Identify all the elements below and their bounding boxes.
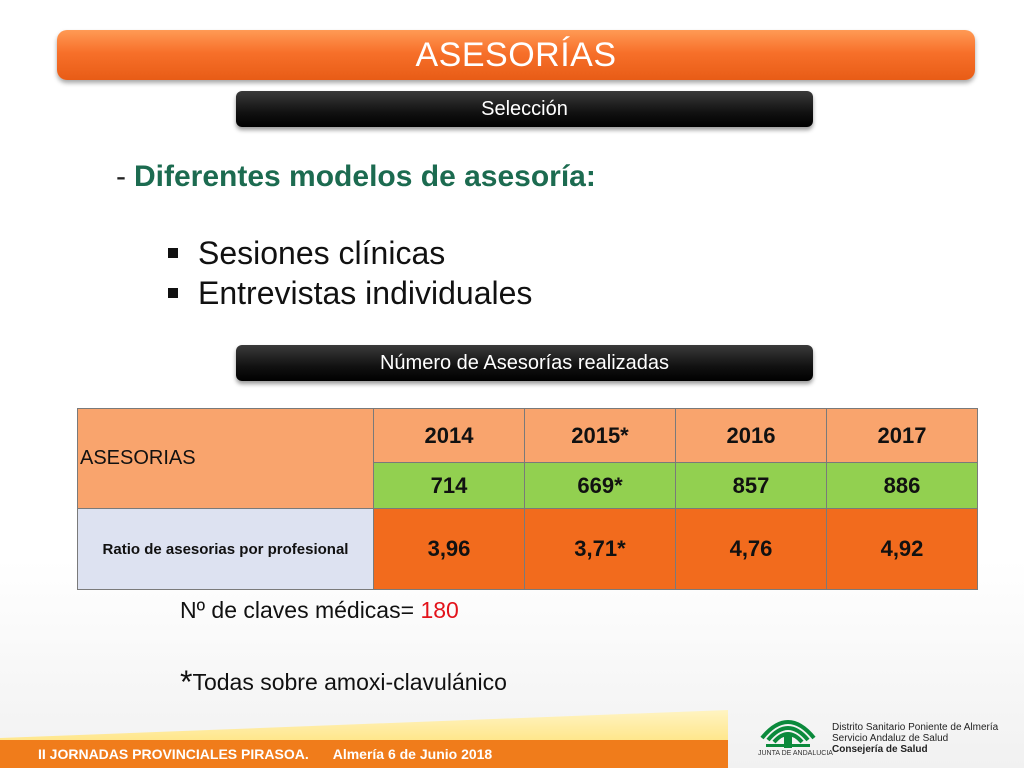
count-cell: 669* xyxy=(524,462,676,509)
section-label-numero-asesorias: Número de Asesorías realizadas xyxy=(236,345,813,381)
slide-title: ASESORÍAS xyxy=(57,30,975,80)
institution-logo: JUNTA DE ANDALUCIA Distrito Sanitario Po… xyxy=(748,706,1018,766)
list-item-text: Entrevistas individuales xyxy=(198,275,533,311)
list-item: Sesiones clínicas xyxy=(168,233,532,273)
footer-date: Almería 6 de Junio 2018 xyxy=(332,746,493,762)
logo-caption: JUNTA DE ANDALUCIA xyxy=(758,750,833,757)
medical-keys-note: Nº de claves médicas= 180 xyxy=(180,597,459,624)
note-label: Nº de claves médicas= xyxy=(180,597,415,623)
year-cell: 2016 xyxy=(675,408,827,463)
ratio-cell: 4,76 xyxy=(675,508,827,590)
heading-text: Diferentes modelos de asesoría: xyxy=(134,160,596,193)
heading-dash: - xyxy=(116,160,126,193)
asesorias-row-label: ASESORIAS xyxy=(77,408,374,509)
ratio-cell: 4,92 xyxy=(826,508,978,590)
table-row: 714 669* 857 886 xyxy=(78,462,978,509)
org-line: Consejería de Salud xyxy=(832,744,928,755)
footnote-text: Todas sobre amoxi-clavulánico xyxy=(192,669,507,695)
ratio-cell: 3,96 xyxy=(373,508,525,590)
year-cell: 2015* xyxy=(524,408,676,463)
table-row: Ratio de asesorias por profesional 3,96 … xyxy=(77,508,978,590)
models-heading: - Diferentes modelos de asesoría: xyxy=(116,160,596,194)
model-list: Sesiones clínicas Entrevistas individual… xyxy=(168,233,532,313)
count-cell: 857 xyxy=(675,462,827,509)
footer-bar: II JORNADAS PROVINCIALES PIRASOA. Almerí… xyxy=(0,740,728,768)
section-label-seleccion: Selección xyxy=(236,91,813,127)
footnote-star: * xyxy=(180,664,193,700)
square-bullet-icon xyxy=(168,287,178,298)
organization-name: Distrito Sanitario Poniente de Almería S… xyxy=(832,722,998,755)
org-line: Servicio Andaluz de Salud xyxy=(832,733,949,744)
list-item-text: Sesiones clínicas xyxy=(198,235,446,271)
footer-event: II JORNADAS PROVINCIALES PIRASOA. xyxy=(38,746,309,762)
list-item: Entrevistas individuales xyxy=(168,273,532,313)
note-value: 180 xyxy=(420,597,459,623)
table-row: ASESORIAS 2014 2015* 2016 2017 xyxy=(77,408,978,509)
count-cell: 714 xyxy=(373,462,525,509)
ratio-row-label: Ratio de asesorias por profesional xyxy=(77,508,374,590)
year-cell: 2014 xyxy=(373,408,525,463)
count-cell: 886 xyxy=(826,462,978,509)
asesorias-table: ASESORIAS 2014 2015* 2016 2017 714 669* … xyxy=(77,408,978,590)
org-line: Distrito Sanitario Poniente de Almería xyxy=(832,722,999,733)
year-cell: 2017 xyxy=(826,408,978,463)
junta-andalucia-logo-icon xyxy=(760,720,816,748)
square-bullet-icon xyxy=(168,247,178,258)
ratio-cell: 3,71* xyxy=(524,508,676,590)
footnote: *Todas sobre amoxi-clavulánico xyxy=(180,664,507,701)
